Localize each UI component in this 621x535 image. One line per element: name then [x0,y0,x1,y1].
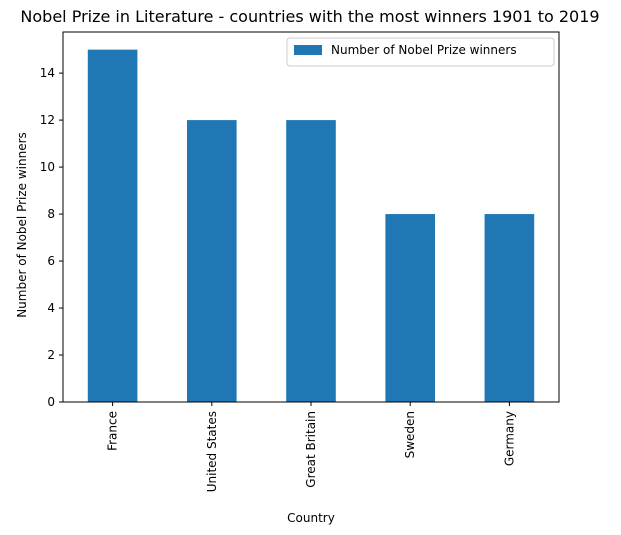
y-tick-label: 10 [40,160,55,174]
x-tick-label: Sweden [403,411,417,458]
legend: Number of Nobel Prize winners [286,37,555,67]
y-tick-label: 6 [47,254,55,268]
y-tick-label: 14 [40,66,55,80]
chart-title: Nobel Prize in Literature - countries wi… [20,7,599,26]
x-axis: France United States Great Britain Sweden Ge… [106,402,516,492]
y-tick-label: 2 [47,348,55,362]
x-tick-label: Great Britain [304,411,318,488]
plot-area [62,31,560,403]
y-tick-label: 4 [47,301,55,315]
x-axis-label: Country [287,511,335,525]
bar-united-states [187,120,237,402]
x-tick-label: Germany [502,411,516,466]
legend-entry-label: Number of Nobel Prize winners [331,43,517,57]
legend-frame [286,37,555,67]
x-tick-label: United States [205,411,219,492]
y-tick-label: 12 [40,113,55,127]
y-tick-label: 0 [47,395,55,409]
y-axis-label: Number of Nobel Prize winners [15,132,29,318]
legend-swatch [294,45,322,55]
bar-germany [484,214,535,402]
bar-sweden [385,214,435,402]
y-axis: 0 2 4 6 8 10 12 14 [40,66,63,409]
y-tick-label: 8 [47,207,55,221]
bar-great-britain [286,120,336,402]
bar-france [87,49,138,403]
x-tick-label: France [106,411,120,451]
